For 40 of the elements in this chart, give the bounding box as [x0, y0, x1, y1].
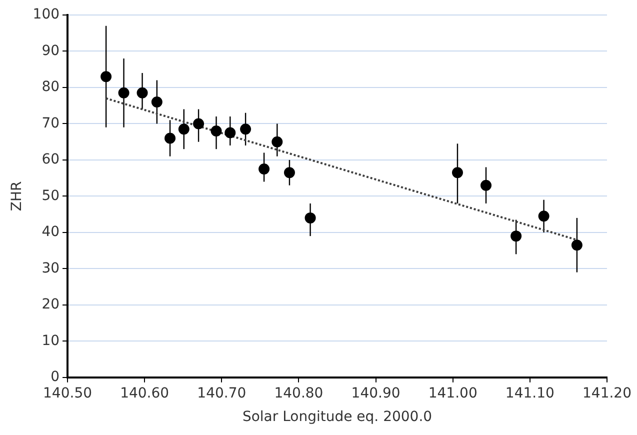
point [284, 167, 295, 178]
y-tick-label: 90 [42, 42, 60, 59]
x-tick-label: 140.80 [274, 385, 324, 402]
point [571, 240, 582, 251]
y-tick-label: 70 [42, 115, 60, 132]
point [272, 136, 283, 148]
y-tick-label: 100 [32, 6, 60, 23]
point [452, 167, 463, 178]
x-tick-label: 141.20 [582, 385, 632, 402]
x-tick-label: 141.10 [505, 385, 554, 402]
y-tick-label: 20 [42, 296, 60, 313]
y-tick-label: 80 [42, 79, 60, 96]
x-tick-label: 140.70 [197, 385, 246, 402]
y-tick-label: 40 [42, 224, 60, 240]
y-tick-label: 10 [42, 332, 60, 349]
point [480, 180, 492, 191]
y-tick-label: 0 [50, 369, 60, 386]
point [178, 124, 190, 135]
y-tick-label: 50 [42, 188, 60, 204]
point [193, 118, 204, 130]
x-tick-label: 140.60 [120, 385, 170, 402]
point [304, 212, 316, 224]
point [210, 125, 222, 136]
x-tick-label: 141.00 [428, 385, 478, 402]
point [258, 164, 270, 175]
point [240, 124, 252, 135]
point [510, 230, 522, 242]
x-axis-title: Solar Longitude eq. 2000.0 [242, 409, 432, 426]
y-axis-title: ZHR [9, 181, 26, 212]
point [151, 96, 162, 108]
point [164, 132, 176, 144]
x-tick-label: 140.90 [351, 385, 400, 402]
x-tick-label: 140.50 [43, 385, 92, 402]
y-tick-label: 30 [42, 260, 60, 276]
y-tick-label: 60 [42, 152, 60, 168]
point [538, 210, 550, 222]
point [118, 87, 130, 98]
point [100, 71, 112, 82]
point [224, 127, 236, 138]
point [136, 87, 148, 98]
